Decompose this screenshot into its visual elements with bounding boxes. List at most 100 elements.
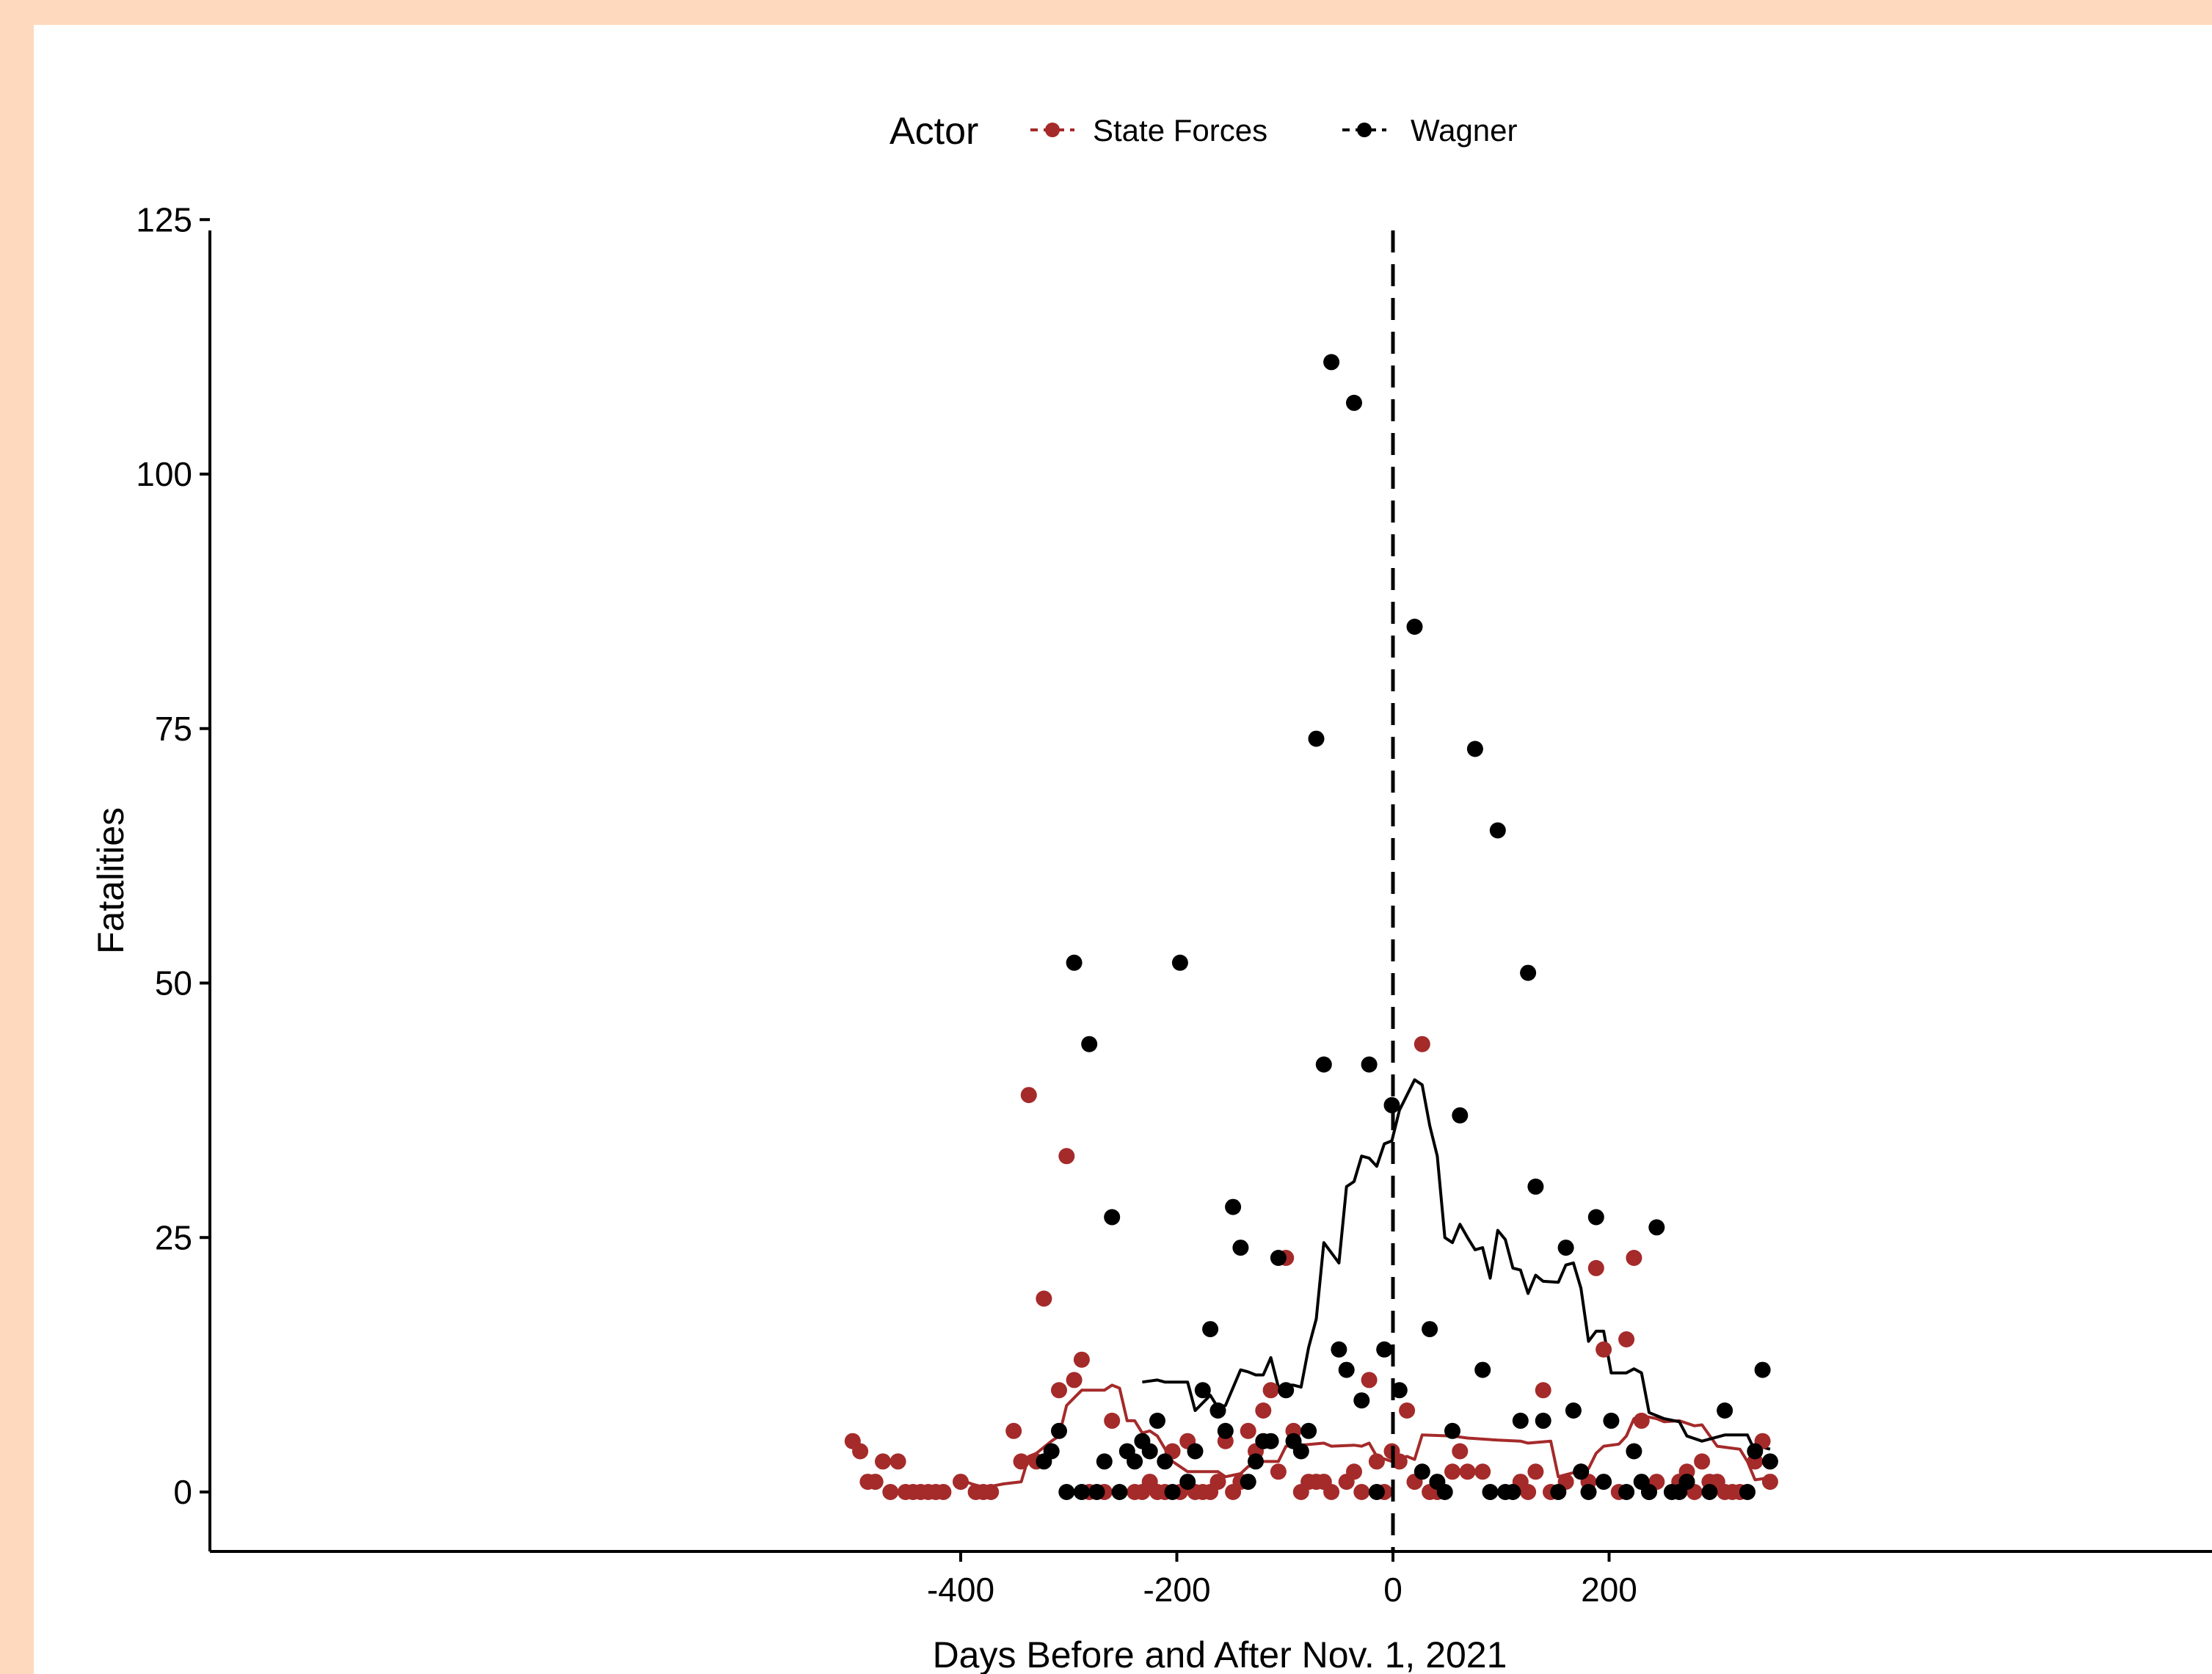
legend-marker-wagner [1357,123,1372,137]
x-axis-title: Days Before and After Nov. 1, 2021 [933,1634,1507,1674]
state-forces-point [1391,1453,1408,1470]
legend: Actor State Forces Wagner [889,110,1518,153]
wagner-point [1088,1484,1105,1500]
state-forces-point [875,1453,891,1470]
state-forces-point [1020,1087,1037,1104]
wagner-point [1368,1484,1385,1500]
wagner-point [1482,1484,1499,1500]
wagner-point [1444,1422,1460,1439]
wagner-point [1346,394,1362,411]
wagner-point [1383,1096,1400,1113]
wagner-point [1270,1250,1287,1266]
state-forces-point [1240,1422,1256,1439]
state-forces-point [1051,1382,1067,1399]
wagner-point [1202,1321,1219,1338]
wagner-point [1157,1453,1174,1470]
wagner-point [1618,1484,1635,1500]
state-forces-point [1058,1148,1075,1165]
state-forces-trend-line [960,1383,1771,1489]
wagner-point [1747,1443,1764,1460]
wagner-point [1194,1382,1211,1399]
wagner-point [1217,1422,1234,1439]
wagner-point [1466,740,1483,757]
y-tick-label: 50 [155,964,192,1002]
wagner-point [1209,1402,1226,1419]
state-forces-point [983,1484,1000,1500]
state-forces-point [953,1474,969,1491]
wagner-point [1232,1240,1249,1256]
wagner-point [1701,1484,1718,1500]
wagner-point [1361,1056,1378,1073]
wagner-point [1338,1361,1355,1378]
wagner-point [1323,354,1340,371]
y-tick-label: 125 [136,200,192,239]
state-forces-point [1535,1382,1551,1399]
state-forces-point [1527,1463,1544,1480]
wagner-point [1127,1453,1143,1470]
wagner-point [1603,1412,1620,1429]
wagner-point [1171,954,1188,971]
state-forces-point [1633,1412,1650,1429]
state-forces-point [1618,1331,1635,1347]
state-forces-point [1459,1463,1476,1480]
state-forces-point [1036,1290,1052,1307]
wagner-point [1505,1484,1521,1500]
wagner-point [1225,1198,1242,1215]
state-forces-point [1209,1474,1226,1491]
state-forces-point [852,1443,869,1460]
x-tick-label: 200 [1581,1571,1637,1609]
wagner-point [1565,1402,1582,1419]
state-forces-point [1361,1372,1378,1389]
x-tick-label: -200 [1143,1571,1210,1609]
wagner-point [1489,822,1506,839]
wagner-point [1641,1484,1657,1500]
state-forces-point [1587,1259,1604,1276]
state-forces-point [867,1474,884,1491]
wagner-point [1308,730,1325,747]
state-forces-point [1368,1453,1385,1470]
plot-area [844,230,1778,1551]
wagner-point [1066,954,1083,971]
wagner-point [1073,1484,1090,1500]
wagner-point [1587,1209,1604,1226]
wagner-point [1353,1392,1370,1409]
state-forces-point [1262,1382,1279,1399]
wagner-point [1596,1474,1612,1491]
wagner-point [1512,1412,1529,1429]
wagner-point [1262,1433,1279,1449]
wagner-point [1422,1321,1438,1338]
wagner-point [1081,1036,1098,1052]
wagner-point [1406,619,1423,635]
state-forces-point [1444,1463,1460,1480]
y-tick-label: 25 [155,1218,192,1256]
wagner-point [1414,1463,1430,1480]
wagner-point [1761,1453,1778,1470]
wagner-point [1376,1341,1393,1358]
state-forces-point [1104,1412,1121,1429]
wagner-point [1164,1484,1181,1500]
y-axis-title: Fatalities [90,807,131,954]
state-forces-point [1323,1484,1340,1500]
legend-marker-state-forces [1045,123,1060,137]
state-forces-point [1520,1484,1537,1500]
wagner-point [1104,1209,1121,1226]
wagner-point [1626,1443,1642,1460]
wagner-point [1315,1056,1332,1073]
chart: Actor State Forces Wagner -400 -200 0 200 0… [90,110,2212,1674]
wagner-point [1739,1484,1756,1500]
state-forces-point [1013,1453,1030,1470]
state-forces-point [1346,1463,1362,1480]
state-forces-point [1626,1250,1642,1266]
y-tick-label: 100 [136,455,192,493]
state-forces-point [1452,1443,1469,1460]
wagner-point [1754,1361,1771,1378]
wagner-point [1278,1382,1295,1399]
wagner-point [1580,1484,1597,1500]
wagner-point [1248,1453,1264,1470]
wagner-point [1648,1219,1665,1236]
wagner-point [1179,1474,1196,1491]
wagner-point [1678,1474,1695,1491]
state-forces-point [1066,1372,1083,1389]
wagner-point [1391,1382,1408,1399]
wagner-point [1141,1443,1158,1460]
